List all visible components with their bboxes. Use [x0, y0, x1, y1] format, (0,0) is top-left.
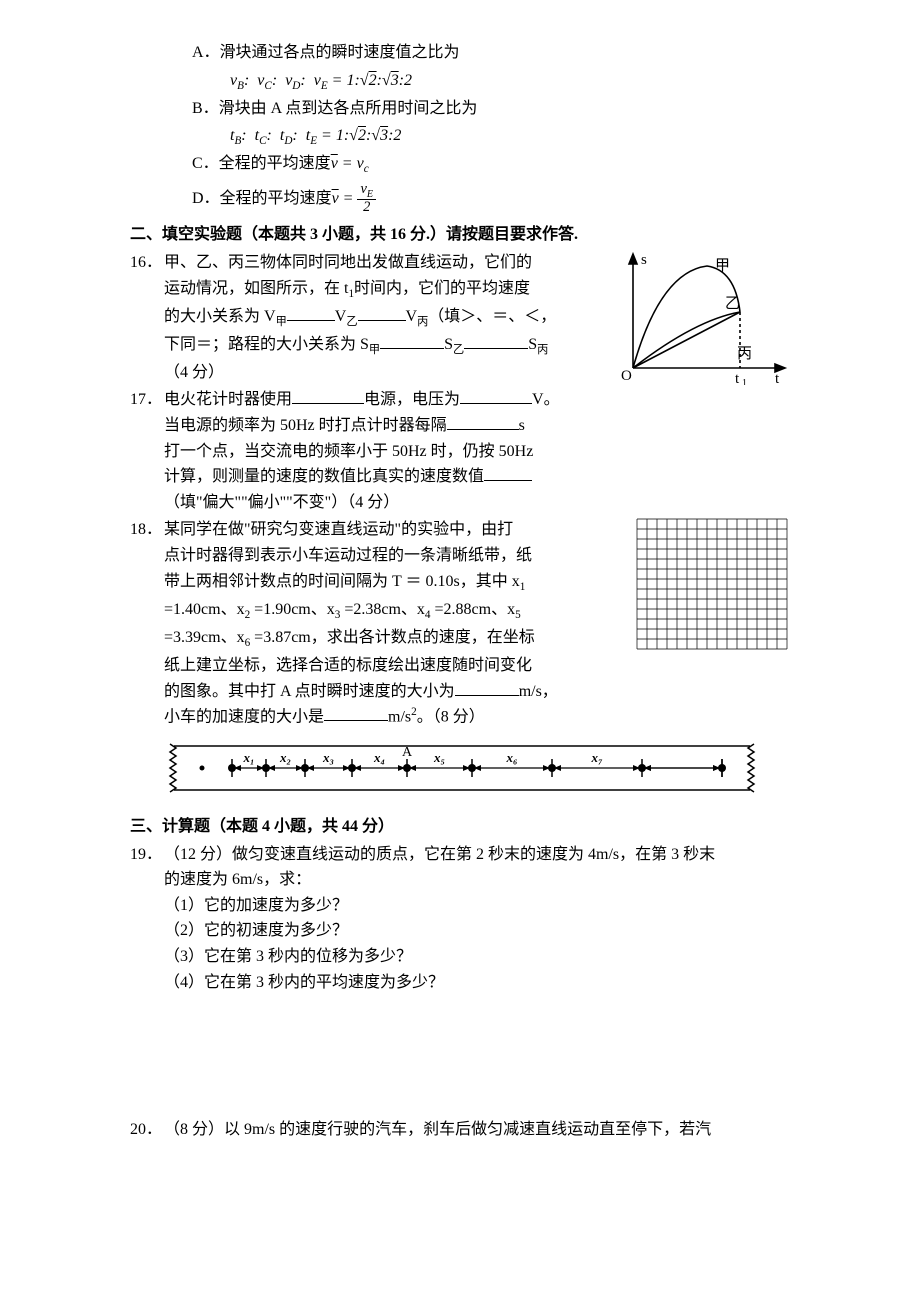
- q18-l7: 的图象。其中打 A 点时瞬时速度的大小为m/s，: [164, 679, 790, 705]
- svg-text:乙: 乙: [725, 296, 740, 312]
- q20-number: 20．: [130, 1117, 164, 1143]
- q18-number: 18．: [130, 517, 164, 543]
- q19: 19． （12 分）做匀变速直线运动的质点，它在第 2 秒末的速度为 4m/s，…: [130, 842, 790, 996]
- q19-l1: （12 分）做匀变速直线运动的质点，它在第 2 秒末的速度为 4m/s，在第 3…: [164, 842, 790, 868]
- svg-text:丙: 丙: [737, 346, 752, 362]
- q18-l8: 小车的加速度的大小是m/s2。（8 分）: [164, 704, 790, 730]
- q15-d-text: D．全程的平均速度: [192, 190, 332, 207]
- q19-p2: （2）它的初速度为多少？: [164, 918, 790, 944]
- q18-l6: 纸上建立坐标，选择合适的标度绘出速度随时间变化: [164, 653, 790, 679]
- svg-text:甲: 甲: [715, 258, 730, 274]
- svg-text:x₃: x₃: [322, 750, 334, 765]
- q19-l2: 的速度为 6m/s，求：: [164, 867, 790, 893]
- q15-option-b-formula: tB: tC: tD: tE = 1:√2:√3:2: [130, 123, 790, 151]
- q17-l3: 打一个点，当交流电的频率小于 50Hz 时，仍按 50Hz: [164, 439, 605, 465]
- q16-number: 16．: [130, 250, 164, 276]
- svg-text:t: t: [735, 371, 740, 385]
- svg-text:s: s: [641, 252, 647, 268]
- q20-l1: （8 分）以 9m/s 的速度行驶的汽车，刹车后做匀减速直线运动直至停下，若汽: [164, 1117, 790, 1143]
- q15-option-b-lead: B．滑块由 A 点到达各点所用时间之比为: [130, 96, 790, 122]
- q17-l4: 计算，则测量的速度的数值比真实的速度数值: [164, 464, 605, 490]
- svg-text:A: A: [402, 745, 413, 760]
- q15-c-text: C．全程的平均速度: [192, 155, 331, 172]
- q15-option-d: D．全程的平均速度v = vE2: [130, 182, 790, 217]
- q19-number: 19．: [130, 842, 164, 868]
- svg-text:t: t: [775, 371, 780, 385]
- svg-text:x₂: x₂: [279, 750, 291, 765]
- q15-option-a-formula: vB: vC: vD: vE = 1:√2:√3:2: [130, 68, 790, 96]
- svg-text:x₅: x₅: [433, 750, 445, 765]
- q17-l1: 电火花计时器使用电源，电压为V。: [164, 387, 605, 413]
- q15-option-a-lead: A．滑块通过各点的瞬时速度值之比为: [130, 40, 790, 66]
- q16: 16． s 甲 乙 丙 O t1 t: [130, 250, 790, 386]
- svg-text:x₄: x₄: [373, 750, 385, 765]
- section-3-heading: 三、计算题（本题 4 小题，共 44 分）: [130, 814, 790, 840]
- svg-text:1: 1: [742, 378, 747, 385]
- q19-p1: （1）它的加速度为多少？: [164, 893, 790, 919]
- tape-figure: x₁ x₂ x₃ x₄ Ax₅ x₆ x₇: [162, 736, 790, 796]
- q20: 20． （8 分）以 9m/s 的速度行驶的汽车，刹车后做匀减速直线运动直至停下…: [130, 1117, 790, 1143]
- svg-text:x₆: x₆: [505, 750, 518, 765]
- q16-graph: s 甲 乙 丙 O t1 t: [615, 250, 790, 385]
- svg-text:x₇: x₇: [590, 750, 603, 765]
- q19-p3: （3）它在第 3 秒内的位移为多少？: [164, 944, 790, 970]
- q17-l5: （填"偏大""偏小""不变"）（4 分）: [164, 490, 605, 516]
- section-2-heading: 二、填空实验题（本题共 3 小题，共 16 分.）请按题目要求作答.: [130, 222, 790, 248]
- q19-p4: （4）它在第 3 秒内的平均速度为多少？: [164, 970, 790, 996]
- q17-number: 17．: [130, 387, 164, 413]
- q18: 18． 某同学在做"研究匀变速直线运动"的实验中，由打 点计时器得到表示小车运动…: [130, 517, 790, 730]
- q17: 17． 电火花计时器使用电源，电压为V。 当电源的频率为 50Hz 时打点计时器…: [130, 387, 790, 515]
- q15-option-c: C．全程的平均速度v = vc: [130, 151, 790, 179]
- svg-text:O: O: [621, 368, 632, 384]
- q17-l2: 当电源的频率为 50Hz 时打点计时器每隔s: [164, 413, 605, 439]
- q18-grid: [635, 517, 790, 652]
- svg-text:x₁: x₁: [242, 750, 254, 765]
